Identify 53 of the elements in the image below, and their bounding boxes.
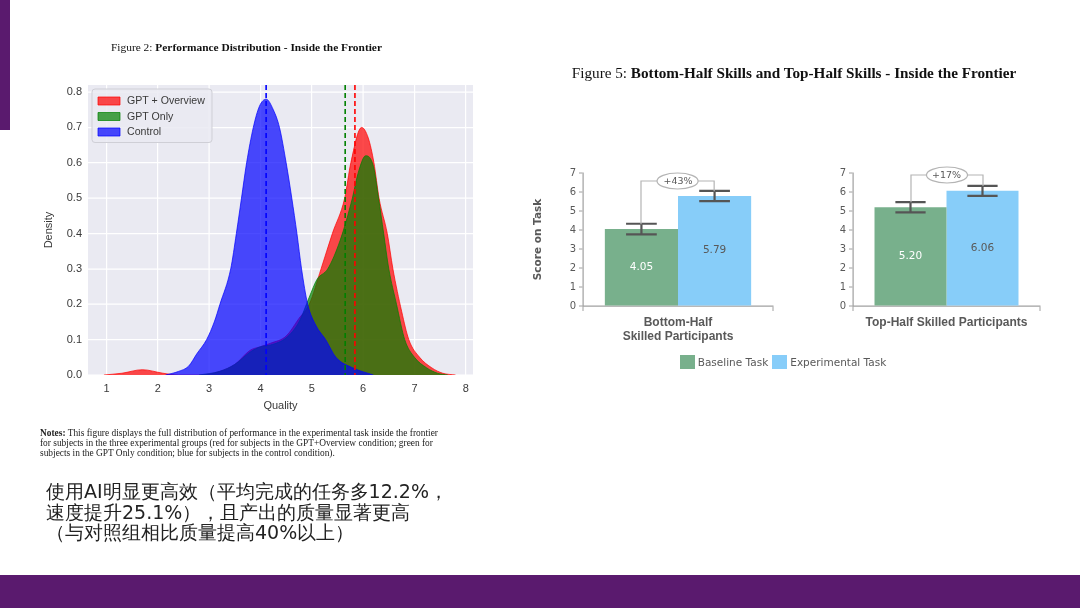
x-tick-label: Top-Half Skilled Participants xyxy=(865,314,1028,329)
y-tick-label: 3 xyxy=(839,242,846,254)
y-tick-label: 5 xyxy=(839,204,846,216)
y-tick-label: 0.0 xyxy=(66,368,82,381)
y-tick-label: 0.6 xyxy=(66,155,82,168)
y-axis-title: Score on Task xyxy=(531,197,544,281)
chart-title: Figure 2: Performance Distribution - Inside the Frontier xyxy=(111,41,382,53)
y-tick-label: 5 xyxy=(569,204,576,216)
legend-label: Experimental Task xyxy=(790,356,887,368)
y-tick-label: 0.3 xyxy=(66,261,82,274)
x-tick-label: 2 xyxy=(154,381,161,394)
x-tick-label: 5 xyxy=(308,381,315,394)
y-tick-label: 6 xyxy=(839,185,846,197)
y-tick-label: 7 xyxy=(839,166,846,178)
x-tick-label: 3 xyxy=(206,381,213,394)
y-tick-label: 2 xyxy=(569,261,576,273)
text: Notes: This figure displays the full distribution of performance in the experimental task inside the frontier for subjects in the three experimental groups (red for subjects in the GPT+Overview condition; green for subjects in the GPT Only condition; blue for subjects in the control condition). xyxy=(40,428,438,458)
annotation: +17% xyxy=(931,168,962,180)
y-tick-label: 0 xyxy=(839,299,846,311)
x-tick-label: 8 xyxy=(462,381,469,394)
y-tick-label: 4 xyxy=(839,223,846,235)
y-tick-label: 0 xyxy=(569,299,576,311)
x-tick-label: 7 xyxy=(411,381,418,394)
y-tick-label: 1 xyxy=(569,280,576,292)
data-label: 6.06 xyxy=(970,240,995,253)
x-axis-title: Quality xyxy=(263,399,299,412)
data-label: 5.79 xyxy=(702,243,727,256)
data-label: 4.05 xyxy=(629,260,654,273)
x-tick-label: 6 xyxy=(360,381,367,394)
data-label: 5.20 xyxy=(898,249,923,262)
y-tick-label: 0.2 xyxy=(66,297,82,310)
y-tick-label: 0.4 xyxy=(66,226,82,239)
legend-label: GPT Only xyxy=(127,109,175,122)
y-axis-title: Density xyxy=(41,211,54,249)
text: 使用AI明显更高效（平均完成的任务多12.2%，速度提升25.1%），且产出的质量显著更高（与对照组相比质量提高40%以上） xyxy=(46,480,449,543)
y-tick-label: 1 xyxy=(839,280,846,292)
y-tick-label: 7 xyxy=(569,166,576,178)
y-tick-label: 0.1 xyxy=(66,332,82,345)
y-tick-label: 2 xyxy=(839,261,846,273)
x-tick-label: 1 xyxy=(103,381,110,394)
legend-label: Control xyxy=(127,125,162,138)
y-tick-label: 6 xyxy=(569,185,576,197)
y-tick-label: 0.7 xyxy=(66,120,82,133)
x-tick-label: Bottom-Half Skilled Participants xyxy=(622,314,734,343)
y-tick-label: 4 xyxy=(569,223,576,235)
x-tick-label: 4 xyxy=(257,381,264,394)
y-tick-label: 0.8 xyxy=(66,85,82,98)
y-tick-label: 0.5 xyxy=(66,191,82,204)
annotation: +43% xyxy=(663,174,693,186)
legend-label: Baseline Task xyxy=(697,356,769,368)
y-tick-label: 3 xyxy=(569,242,576,254)
text: Figure 5: Bottom-Half Skills and Top-Half Skills - Inside the Frontier xyxy=(571,64,1017,81)
legend-label: GPT + Overview xyxy=(127,94,206,107)
